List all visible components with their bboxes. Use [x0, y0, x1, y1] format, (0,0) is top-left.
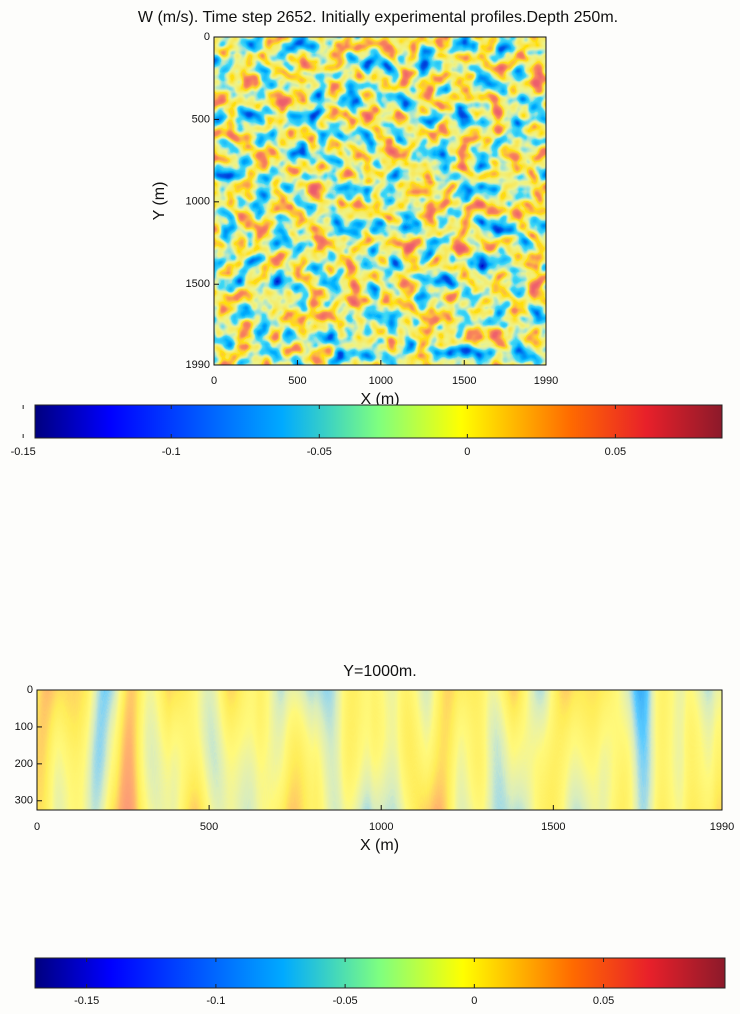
y-axis-label: Y (m)	[151, 182, 168, 221]
y-tick-label: 1500	[186, 278, 210, 290]
y-tick-label: 300	[15, 795, 33, 807]
colorbar-tick-label: 0	[471, 995, 477, 1007]
colorbar-tick-label: -0.05	[333, 995, 358, 1007]
colorbar-tick-label: -0.15	[74, 995, 99, 1007]
heatmap-panel: W (m/s). Time step 2652. Initially exper…	[138, 9, 618, 408]
y-tick-label: 200	[15, 758, 33, 770]
plot-frame	[213, 36, 547, 366]
chart-title: Y=1000m.	[343, 663, 416, 680]
y-tick-label: 0	[27, 684, 33, 696]
colorbar-tick-label: 0.05	[605, 446, 626, 458]
colorbar-tick-label: -0.1	[162, 446, 181, 458]
x-tick-label: 1500	[541, 821, 565, 833]
colorbar-tick-label: -0.1	[206, 995, 225, 1007]
x-tick-label: 0	[34, 821, 40, 833]
x-tick-label: 500	[288, 375, 306, 387]
colorbar-tick-label: -0.15	[11, 446, 36, 458]
x-tick-label: 1000	[369, 821, 393, 833]
chart-title: W (m/s). Time step 2652. Initially exper…	[138, 9, 618, 26]
x-tick-label: 1500	[452, 375, 476, 387]
heatmap-panel: Y=1000m. 0 500 1000 1500 1990 0 100 200 300 X (m)	[15, 663, 735, 854]
y-tick-label: 500	[192, 113, 210, 125]
y-tick-label: 0	[204, 31, 210, 43]
y-tick-label: 1990	[186, 359, 210, 371]
x-tick-label: 0	[211, 375, 217, 387]
heatmap-field	[37, 690, 722, 810]
heatmap-field	[214, 37, 546, 365]
colorbar-tick-label: 0	[464, 446, 470, 458]
x-axis-label: X (m)	[360, 391, 399, 408]
colorbar: -0.15 -0.1 -0.05 0 0.05	[34, 957, 726, 1007]
y-tick-label: 100	[15, 721, 33, 733]
colorbar-tick-label: 0.05	[593, 995, 614, 1007]
x-tick-label: 1990	[710, 821, 734, 833]
colorbar-tick-label: -0.05	[307, 446, 332, 458]
colorbar: -0.15 -0.1 -0.05 0 0.05	[11, 404, 723, 458]
colorbar-gradient	[34, 404, 723, 439]
x-tick-label: 500	[200, 821, 218, 833]
y-tick-label: 1000	[186, 196, 210, 208]
x-tick-label: 1000	[369, 375, 393, 387]
x-tick-label: 1990	[534, 375, 558, 387]
x-axis-label: X (m)	[360, 837, 399, 854]
colorbar-gradient	[34, 957, 726, 989]
plot-frame	[36, 689, 723, 811]
